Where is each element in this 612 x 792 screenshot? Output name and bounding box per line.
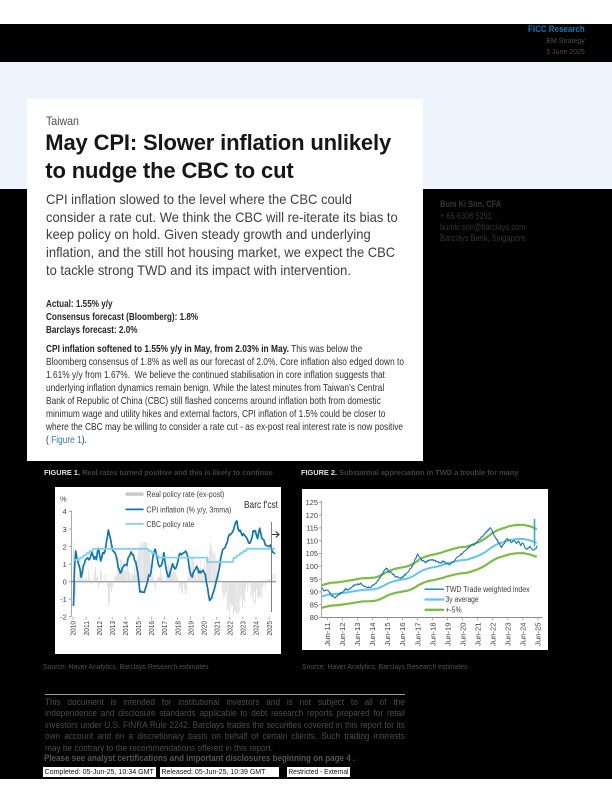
svg-text:CPI inflation (% y/y, 3mma): CPI inflation (% y/y, 3mma) bbox=[146, 505, 231, 514]
svg-text:Jun-19: Jun-19 bbox=[443, 623, 452, 647]
svg-text:Jun-24: Jun-24 bbox=[519, 623, 528, 647]
svg-text:%: % bbox=[60, 495, 67, 504]
svg-text:80: 80 bbox=[310, 613, 318, 622]
svg-text:Barc f'cst: Barc f'cst bbox=[244, 500, 278, 511]
svg-text:2012: 2012 bbox=[95, 621, 104, 636]
svg-text:Jun-15: Jun-15 bbox=[383, 623, 392, 647]
svg-text:90: 90 bbox=[310, 588, 318, 597]
svg-text:120: 120 bbox=[306, 511, 318, 520]
svg-text:Jun-11: Jun-11 bbox=[323, 623, 332, 647]
svg-text:100: 100 bbox=[306, 562, 318, 571]
svg-text:CBC policy rate: CBC policy rate bbox=[146, 520, 194, 529]
svg-text:3y average: 3y average bbox=[446, 595, 479, 604]
svg-text:2021: 2021 bbox=[213, 621, 222, 636]
svg-text:+-5%: +-5% bbox=[446, 606, 462, 615]
svg-text:-2: -2 bbox=[60, 613, 67, 622]
svg-text:Jun-17: Jun-17 bbox=[413, 623, 422, 647]
svg-text:Jun-18: Jun-18 bbox=[428, 623, 437, 647]
svg-text:95: 95 bbox=[310, 575, 318, 584]
svg-text:Jun-14: Jun-14 bbox=[368, 623, 377, 647]
svg-text:Jun-21: Jun-21 bbox=[473, 623, 482, 647]
svg-text:Jun-12: Jun-12 bbox=[338, 623, 347, 647]
svg-text:2022: 2022 bbox=[226, 621, 235, 636]
svg-text:2014: 2014 bbox=[121, 621, 130, 636]
svg-text:Jun-23: Jun-23 bbox=[504, 623, 513, 647]
svg-text:2018: 2018 bbox=[173, 621, 182, 636]
svg-text:2025: 2025 bbox=[265, 621, 274, 636]
svg-text:Real policy rate (ex-post): Real policy rate (ex-post) bbox=[146, 490, 224, 499]
svg-text:2020: 2020 bbox=[199, 621, 208, 636]
svg-text:2015: 2015 bbox=[134, 621, 143, 636]
svg-text:1: 1 bbox=[63, 560, 67, 569]
svg-text:125: 125 bbox=[306, 498, 318, 507]
svg-text:2011: 2011 bbox=[82, 621, 91, 636]
svg-text:Jun-13: Jun-13 bbox=[353, 623, 362, 647]
svg-text:2010: 2010 bbox=[69, 621, 78, 636]
svg-text:85: 85 bbox=[310, 600, 318, 609]
svg-text:Jun-25: Jun-25 bbox=[534, 623, 543, 647]
svg-text:0: 0 bbox=[63, 577, 67, 586]
svg-text:TWD Trade weighted index: TWD Trade weighted index bbox=[446, 585, 530, 594]
svg-text:2017: 2017 bbox=[160, 621, 169, 636]
svg-text:2013: 2013 bbox=[108, 621, 117, 636]
svg-text:-1: -1 bbox=[60, 595, 67, 604]
svg-text:Jun-16: Jun-16 bbox=[398, 623, 407, 647]
svg-text:4: 4 bbox=[63, 507, 67, 516]
svg-text:2019: 2019 bbox=[186, 621, 195, 636]
svg-text:Jun-20: Jun-20 bbox=[458, 623, 467, 647]
svg-text:2024: 2024 bbox=[252, 621, 261, 636]
svg-text:2016: 2016 bbox=[147, 621, 156, 636]
svg-text:Jun-22: Jun-22 bbox=[488, 623, 497, 647]
svg-text:2023: 2023 bbox=[239, 621, 248, 636]
svg-text:2: 2 bbox=[63, 542, 67, 551]
svg-text:3: 3 bbox=[63, 525, 67, 534]
svg-text:115: 115 bbox=[306, 524, 318, 533]
svg-text:105: 105 bbox=[306, 549, 318, 558]
svg-text:110: 110 bbox=[306, 536, 318, 545]
